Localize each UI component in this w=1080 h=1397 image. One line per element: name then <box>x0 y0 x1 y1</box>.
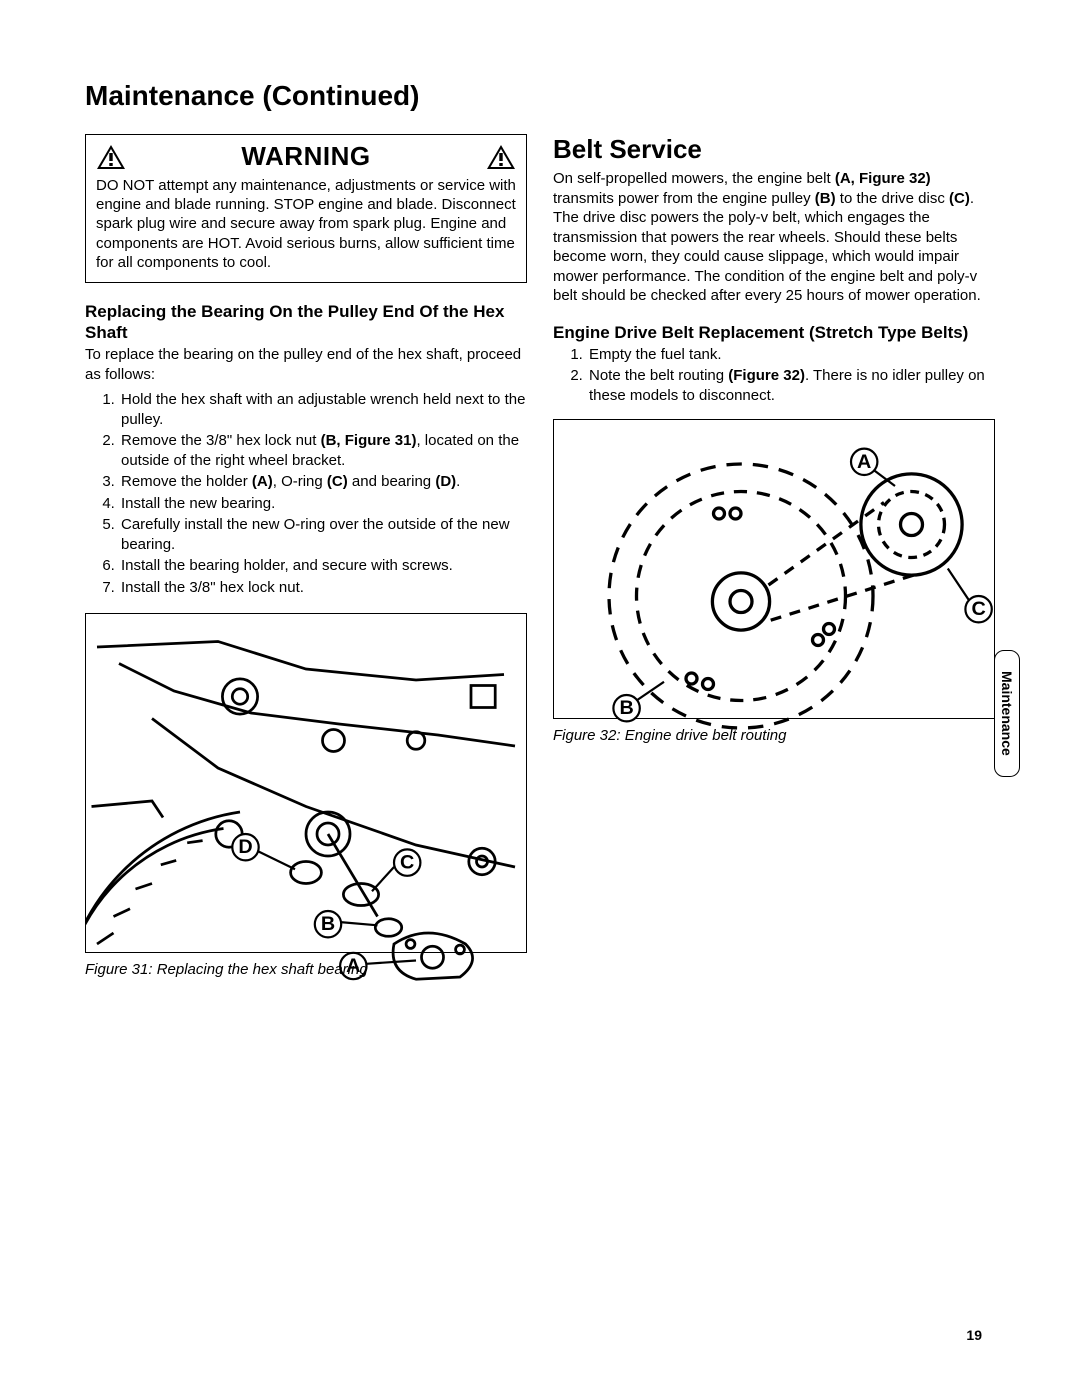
left-steps-list: Hold the hex shaft with an adjustable wr… <box>85 390 527 597</box>
right-column: Belt Service On self-propelled mowers, t… <box>553 134 995 978</box>
figure-32-box: A C B <box>553 419 995 719</box>
figure-31-illustration: D C B A <box>86 614 526 988</box>
belt-service-title: Belt Service <box>553 134 995 165</box>
content-columns: WARNING DO NOT attempt any maintenance, … <box>85 134 995 978</box>
side-tab-maintenance: Maintenance <box>994 650 1020 777</box>
right-steps-list: Empty the fuel tank. Note the belt routi… <box>553 345 995 406</box>
left-step: Remove the 3/8" hex lock nut (B, Figure … <box>119 431 527 470</box>
svg-text:B: B <box>321 914 335 936</box>
warning-body: DO NOT attempt any maintenance, adjustme… <box>96 176 516 272</box>
left-step: Install the bearing holder, and secure w… <box>119 556 527 576</box>
svg-text:C: C <box>971 598 985 620</box>
warning-title: WARNING <box>126 141 486 172</box>
page-title: Maintenance (Continued) <box>85 80 995 112</box>
figure-32-illustration: A C B <box>554 420 994 750</box>
left-intro: To replace the bearing on the pulley end… <box>85 345 527 384</box>
left-step: Install the new bearing. <box>119 494 527 514</box>
svg-text:B: B <box>619 697 633 719</box>
figure-32-caption: Figure 32: Engine drive belt routing <box>553 727 995 744</box>
svg-text:D: D <box>238 837 252 859</box>
figure-31-box: D C B A <box>85 613 527 953</box>
warning-box: WARNING DO NOT attempt any maintenance, … <box>85 134 527 283</box>
right-subhead: Engine Drive Belt Replacement (Stretch T… <box>553 322 995 343</box>
belt-service-body: On self-propelled mowers, the engine bel… <box>553 169 995 306</box>
left-step: Install the 3/8" hex lock nut. <box>119 578 527 598</box>
warning-triangle-right-icon <box>486 144 516 170</box>
left-step: Remove the holder (A), O-ring (C) and be… <box>119 472 527 492</box>
svg-text:C: C <box>400 852 414 874</box>
right-step: Note the belt routing (Figure 32). There… <box>587 366 995 405</box>
left-step: Hold the hex shaft with an adjustable wr… <box>119 390 527 429</box>
left-step: Carefully install the new O-ring over th… <box>119 515 527 554</box>
left-subhead: Replacing the Bearing On the Pulley End … <box>85 301 527 344</box>
warning-header: WARNING <box>96 141 516 172</box>
right-step: Empty the fuel tank. <box>587 345 995 365</box>
left-column: WARNING DO NOT attempt any maintenance, … <box>85 134 527 978</box>
page-number: 19 <box>966 1327 982 1343</box>
svg-text:A: A <box>857 451 871 473</box>
warning-triangle-left-icon <box>96 144 126 170</box>
